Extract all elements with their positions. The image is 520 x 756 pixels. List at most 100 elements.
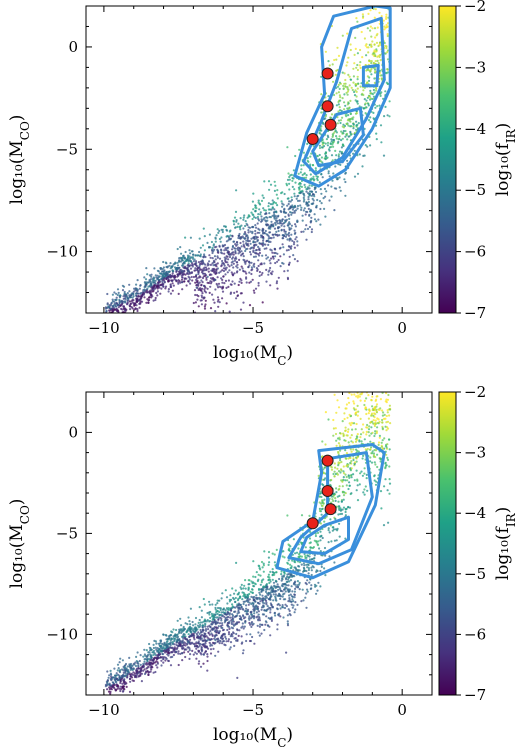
scatter-point	[178, 664, 180, 666]
scatter-point	[323, 479, 325, 481]
scatter-point	[286, 238, 288, 240]
scatter-point	[248, 214, 250, 216]
scatter-point	[187, 616, 189, 618]
scatter-point	[248, 622, 250, 624]
scatter-point	[309, 178, 311, 180]
scatter-point	[208, 246, 210, 248]
scatter-point	[155, 292, 157, 294]
scatter-point	[258, 610, 260, 612]
scatter-point	[294, 584, 296, 586]
scatter-point	[321, 514, 323, 516]
scatter-point	[383, 26, 385, 28]
scatter-point	[241, 292, 243, 294]
scatter-point	[130, 675, 132, 677]
scatter-point	[372, 93, 374, 95]
scatter-point	[199, 638, 201, 640]
scatter-point	[231, 271, 233, 273]
scatter-point	[339, 176, 341, 178]
scatter-point	[363, 107, 365, 109]
scatter-point	[220, 271, 222, 273]
scatter-point	[377, 27, 379, 29]
scatter-point	[262, 242, 264, 244]
scatter-point	[150, 668, 152, 670]
scatter-point	[122, 317, 124, 319]
scatter-point	[378, 12, 380, 14]
scatter-point	[379, 0, 381, 2]
scatter-point	[246, 594, 248, 596]
scatter-point	[375, 60, 377, 62]
scatter-point	[195, 276, 197, 278]
scatter-point	[370, 62, 372, 64]
scatter-point	[359, 153, 361, 155]
scatter-point	[360, 359, 362, 361]
scatter-point	[223, 253, 225, 255]
scatter-point	[356, 112, 358, 114]
scatter-point	[231, 235, 233, 237]
scatter-point	[324, 574, 326, 576]
scatter-point	[193, 270, 195, 272]
scatter-point	[175, 280, 177, 282]
scatter-point	[230, 283, 232, 285]
scatter-point	[370, 43, 372, 45]
scatter-point	[296, 198, 298, 200]
scatter-point	[253, 238, 255, 240]
scatter-point	[301, 564, 303, 566]
scatter-point	[376, 34, 378, 36]
scatter-point	[191, 250, 193, 252]
scatter-point	[167, 277, 169, 279]
scatter-point	[227, 256, 229, 258]
scatter-point	[200, 279, 202, 281]
scatter-point	[252, 193, 254, 195]
scatter-point	[367, 27, 369, 29]
scatter-point	[149, 662, 151, 664]
scatter-point	[320, 111, 322, 113]
scatter-point	[116, 672, 118, 674]
scatter-point	[151, 289, 153, 291]
scatter-point	[256, 240, 258, 242]
scatter-point	[303, 152, 305, 154]
scatter-point	[270, 209, 272, 211]
scatter-point	[306, 203, 308, 205]
scatter-point	[208, 260, 210, 262]
scatter-point	[315, 167, 317, 169]
scatter-point	[173, 654, 175, 656]
scatter-point	[127, 665, 129, 667]
scatter-point	[171, 269, 173, 271]
scatter-point	[179, 618, 181, 620]
scatter-point	[199, 619, 201, 621]
scatter-point	[119, 688, 121, 690]
scatter-point	[294, 552, 296, 554]
scatter-point	[338, 505, 340, 507]
scatter-point	[117, 664, 119, 666]
scatter-point	[111, 314, 113, 316]
scatter-point	[155, 287, 157, 289]
scatter-point	[217, 232, 219, 234]
scatter-point	[137, 279, 139, 281]
scatter-point	[246, 281, 248, 283]
scatter-point	[346, 160, 348, 162]
scatter-point	[374, 425, 376, 427]
colorbar-gradient	[439, 6, 456, 313]
scatter-point	[267, 244, 269, 246]
scatter-point	[226, 619, 228, 621]
colorbar-label: log₁₀(fIR)	[493, 123, 518, 197]
scatter-point	[365, 69, 367, 71]
scatter-point	[300, 541, 302, 543]
scatter-point	[276, 204, 278, 206]
scatter-point	[265, 269, 267, 271]
scatter-point	[237, 237, 239, 239]
scatter-point	[385, 16, 387, 18]
scatter-point	[288, 203, 290, 205]
scatter-point	[119, 315, 121, 317]
scatter-point	[217, 296, 219, 298]
scatter-point	[243, 217, 245, 219]
scatter-point	[350, 113, 352, 115]
scatter-point	[305, 607, 307, 609]
scatter-point	[221, 229, 223, 231]
scatter-point	[340, 468, 342, 470]
scatter-point	[128, 284, 130, 286]
scatter-point	[337, 101, 339, 103]
scatter-point	[177, 262, 179, 264]
scatter-point	[244, 250, 246, 252]
scatter-point	[361, 366, 363, 368]
